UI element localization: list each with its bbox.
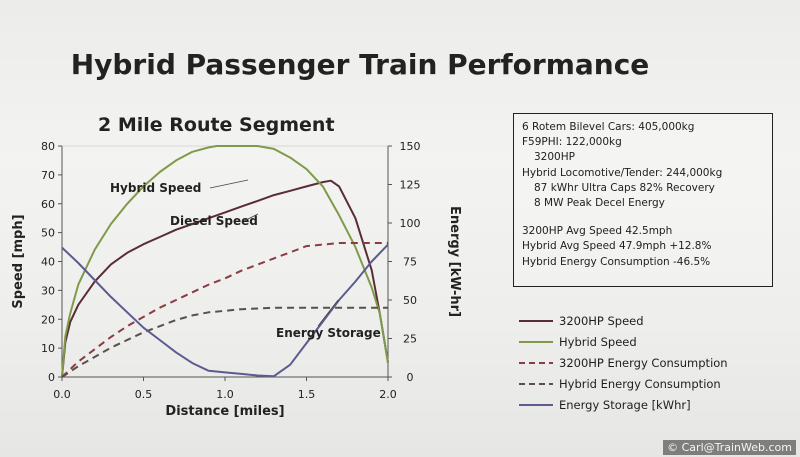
legend-item-3200hp-speed: 3200HP Speed	[519, 310, 779, 331]
series-layer	[61, 145, 389, 378]
y-tick-label: 20	[41, 313, 55, 326]
series-line-2	[61, 242, 388, 378]
spec-line: Hybrid Energy Consumption -46.5%	[522, 255, 711, 268]
y2-axis-label: Energy [kW-hr]	[447, 206, 462, 317]
series-line-1	[61, 145, 389, 378]
annotation-leader	[243, 213, 259, 222]
chart-title: 2 Mile Route Segment	[98, 114, 335, 136]
legend-label: Hybrid Energy Consumption	[559, 376, 721, 391]
y-tick-label: 30	[41, 284, 55, 297]
legend-label: Hybrid Speed	[559, 334, 637, 349]
y-axis-label: Speed [mph]	[11, 214, 26, 308]
y-tick-label: 10	[41, 342, 55, 355]
y-tick-label: 40	[41, 256, 55, 269]
x-tick-label: 1.5	[298, 388, 316, 401]
annotation-0: Hybrid Speed	[110, 181, 201, 195]
legend-label: Energy Storage [kWhr]	[559, 397, 691, 412]
legend-item-3200hp-energy: 3200HP Energy Consumption	[519, 352, 779, 373]
spec-line: 8 MW Peak Decel Energy	[534, 197, 665, 210]
y2-tick-label: 75	[403, 256, 417, 269]
y-tick-label: 70	[41, 169, 55, 182]
label-layer: 0 10 20 30 40 50 60 70 80 0 25 50 75 100 125 150 0.0 0.5 1…	[11, 140, 462, 419]
x-tick-label: 0.5	[135, 388, 153, 401]
annotation-leader	[209, 179, 249, 189]
spec-line: F59PHI: 122,000kg	[522, 136, 622, 149]
chart-legend: 3200HP Speed Hybrid Speed 3200HP Energy …	[519, 310, 779, 415]
series-line-3	[61, 306, 388, 378]
y2-tick-label: 100	[400, 217, 421, 230]
legend-label: 3200HP Speed	[559, 313, 644, 328]
spec-line: 87 kWhr Ultra Caps 82% Recovery	[534, 181, 715, 194]
y-tick-label: 0	[48, 371, 55, 384]
annotation-2: Energy Storage	[276, 326, 381, 340]
spec-line: 3200HP	[534, 151, 575, 164]
legend-item-hybrid-energy: Hybrid Energy Consumption	[519, 373, 779, 394]
x-tick-label: 0.0	[53, 388, 71, 401]
y-tick-label: 80	[41, 140, 55, 153]
y-tick-label: 60	[41, 198, 55, 211]
legend-swatch	[519, 340, 553, 343]
legend-item-hybrid-speed: Hybrid Speed	[519, 331, 779, 352]
slide-title: Hybrid Passenger Train Performance	[70, 48, 650, 81]
series-line-4	[61, 243, 389, 378]
y-tick-label: 50	[41, 227, 55, 240]
legend-swatch	[519, 319, 553, 322]
x-tick-label: 1.0	[216, 388, 234, 401]
legend-item-energy-storage: Energy Storage [kWhr]	[519, 394, 779, 415]
axes	[58, 145, 392, 381]
legend-swatch	[519, 382, 553, 385]
y2-tick-label: 25	[403, 333, 417, 346]
spec-line: 3200HP Avg Speed 42.5mph	[522, 225, 673, 238]
legend-swatch	[519, 403, 553, 406]
copyright-watermark: © Carl@TrainWeb.com	[663, 440, 796, 455]
y2-tick-label: 0	[407, 371, 414, 384]
spec-box: 6 Rotem Bilevel Cars: 405,000kg F59PHI: …	[513, 113, 773, 287]
legend-label: 3200HP Energy Consumption	[559, 355, 728, 370]
series-line-0	[61, 179, 389, 378]
x-tick-label: 2.0	[379, 388, 397, 401]
y2-tick-label: 50	[403, 294, 417, 307]
spec-line: Hybrid Avg Speed 47.9mph +12.8%	[522, 240, 712, 253]
annotation-leader	[317, 299, 339, 327]
y2-tick-label: 150	[400, 140, 421, 153]
annotation-1: Diesel Speed	[170, 214, 258, 228]
spec-line: 6 Rotem Bilevel Cars: 405,000kg	[522, 121, 695, 133]
x-axis-label: Distance [miles]	[165, 404, 284, 419]
y2-tick-label: 125	[400, 179, 421, 192]
spec-line: Hybrid Locomotive/Tender: 244,000kg	[522, 166, 723, 179]
legend-swatch	[519, 361, 553, 364]
